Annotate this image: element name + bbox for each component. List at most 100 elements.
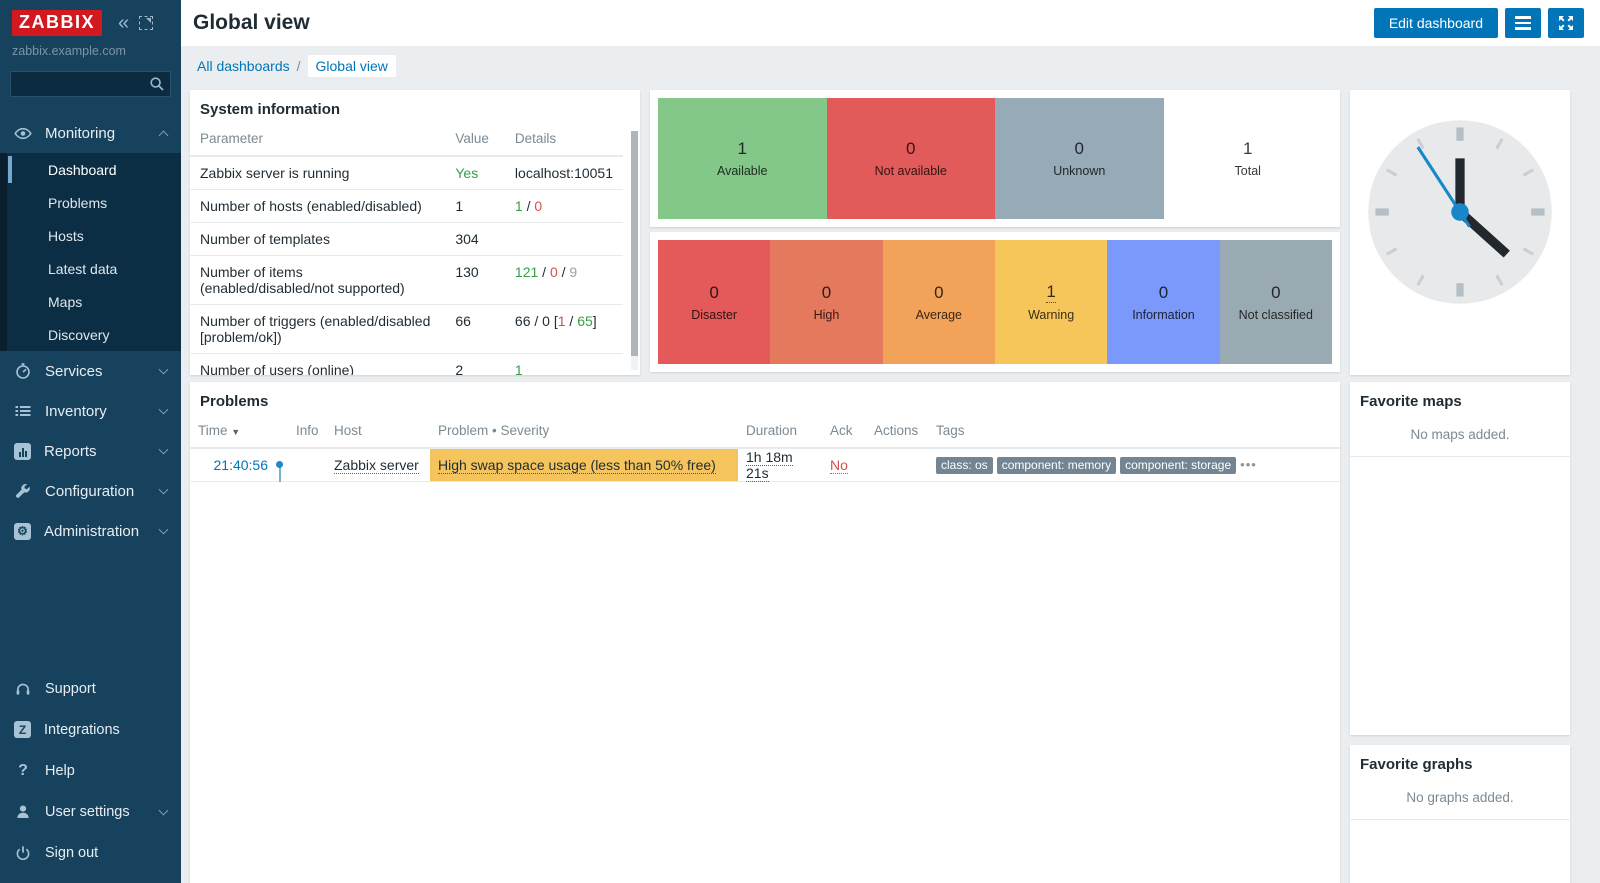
scrollbar-thumb[interactable]: [631, 131, 638, 356]
favorite-graphs-widget: Favorite graphs No graphs added.: [1350, 745, 1570, 883]
sidebar-item-configuration[interactable]: Configuration: [0, 471, 181, 511]
sidebar-item-user-settings[interactable]: User settings: [0, 791, 181, 832]
empty-message: No graphs added.: [1350, 779, 1570, 820]
sidebar-item-sign-out[interactable]: Sign out: [0, 832, 181, 873]
sort-desc-icon: ▼: [231, 427, 241, 437]
severity-block-average: 0 Average: [882, 240, 995, 364]
search-box: [10, 71, 171, 97]
problem-actions-cell: [866, 448, 928, 482]
favorite-maps-widget: Favorite maps No maps added.: [1350, 382, 1570, 735]
chevron-down-icon: [158, 364, 169, 375]
duration-link[interactable]: 1h 18m 21s: [746, 449, 793, 482]
host-link[interactable]: Zabbix server: [334, 457, 419, 474]
eye-icon: [14, 124, 32, 142]
chevron-down-icon: [158, 805, 169, 815]
severity-block-high: 0 High: [770, 240, 883, 364]
list-icon: [14, 402, 32, 420]
column-header: Info: [288, 416, 326, 449]
sidebar-item-discovery[interactable]: Discovery: [7, 318, 181, 351]
sidebar-item-services[interactable]: Services: [0, 351, 181, 391]
sidebar-item-dashboard[interactable]: Dashboard: [7, 153, 181, 186]
ack-link[interactable]: No: [830, 457, 848, 474]
availability-block-available: 1 Available: [658, 98, 827, 219]
user-icon: [14, 803, 32, 821]
sidebar-item-hosts[interactable]: Hosts: [7, 219, 181, 252]
zabbix-logo[interactable]: ZABBIX: [12, 10, 102, 36]
block-count: 1: [1243, 139, 1253, 158]
breadcrumb-all-dashboards[interactable]: All dashboards: [197, 58, 290, 74]
search-icon[interactable]: [149, 76, 165, 97]
sidebar-item-problems[interactable]: Problems: [7, 186, 181, 219]
column-header: Host: [326, 416, 430, 449]
fullscreen-button[interactable]: [1548, 8, 1584, 38]
severity-block-warning: 1 Warning: [994, 240, 1108, 364]
block-label: Total: [1234, 164, 1261, 178]
problems-table: Time ▼ Info Host Problem • Severity Dura…: [190, 416, 1340, 482]
search-input[interactable]: [10, 71, 171, 97]
server-name: zabbix.example.com: [12, 44, 126, 58]
problems-widget: Problems Time ▼ Info Host Problem • Seve…: [190, 382, 1340, 883]
table-row: Number of users (online) 2 1: [190, 353, 623, 375]
submenu-label: Problems: [48, 194, 108, 211]
sidebar-item-label: Inventory: [45, 402, 107, 420]
warning-count-link[interactable]: 1: [1046, 282, 1056, 303]
edit-dashboard-button[interactable]: Edit dashboard: [1373, 8, 1498, 38]
block-count: 0: [821, 282, 832, 302]
sidebar-item-latest-data[interactable]: Latest data: [7, 252, 181, 285]
si-details: 1: [504, 353, 623, 375]
column-header: Ack: [822, 416, 866, 449]
problem-time-link[interactable]: 21:40:56: [213, 457, 269, 473]
sidebar-item-label: Sign out: [45, 844, 99, 861]
analog-clock: [1368, 120, 1552, 304]
si-value: 1: [445, 189, 505, 223]
block-count: 0: [709, 282, 719, 302]
power-icon: [14, 844, 32, 862]
problem-tags-cell: class: os component: memory component: sto…: [928, 448, 1340, 482]
dashboard-content: All dashboards / Global view System info…: [181, 46, 1600, 883]
block-label: Average: [915, 307, 962, 322]
problem-link[interactable]: High swap space usage (less than 50% fre…: [438, 457, 716, 474]
more-tags-button[interactable]: •••: [1240, 457, 1257, 473]
block-label: Warning: [1028, 308, 1075, 322]
sidebar-item-integrations[interactable]: Z Integrations: [0, 709, 181, 750]
sidebar-item-inventory[interactable]: Inventory: [0, 391, 181, 431]
column-header: Details: [504, 124, 623, 157]
sidebar-item-support[interactable]: Support: [0, 668, 181, 709]
si-parameter: Number of items (enabled/disabled/not su…: [190, 255, 446, 305]
scrollbar-track: [631, 131, 638, 370]
sidebar-item-label: Services: [45, 362, 103, 380]
question-icon: ?: [18, 761, 28, 779]
block-label: Disaster: [691, 307, 738, 322]
tag-chip: class: os: [936, 456, 993, 474]
sidebar-item-administration[interactable]: ⚙ Administration: [0, 511, 181, 551]
table-row: Number of triggers (enabled/disabled [pr…: [190, 304, 623, 354]
timeline-line: [279, 466, 281, 482]
sidebar-collapse-icon[interactable]: «: [118, 12, 130, 34]
si-parameter: Number of templates: [190, 222, 446, 256]
si-value: 130: [445, 255, 505, 305]
sidebar-item-label: Support: [45, 680, 96, 697]
si-parameter: Zabbix server is running: [190, 156, 446, 190]
widget-title: Problems: [200, 393, 269, 410]
submenu-label: Hosts: [48, 227, 84, 244]
sidebar-item-label: Administration: [44, 522, 140, 540]
si-value: 66: [445, 304, 505, 354]
sidebar-item-reports[interactable]: Reports: [0, 431, 181, 471]
sidebar-item-label: Monitoring: [45, 124, 116, 142]
sidebar-item-monitoring[interactable]: Monitoring: [0, 113, 181, 153]
fullscreen-icon: [1559, 16, 1573, 30]
breadcrumb-current[interactable]: Global view: [307, 55, 396, 77]
breadcrumb-separator: /: [296, 58, 301, 74]
table-row: Number of templates 304: [190, 222, 623, 256]
column-header-time[interactable]: Time ▼: [190, 416, 276, 449]
dashboard-menu-button[interactable]: [1505, 8, 1541, 38]
sidebar-item-maps[interactable]: Maps: [7, 285, 181, 318]
si-value: 2: [445, 353, 505, 375]
sidebar-pin-icon[interactable]: [139, 16, 154, 30]
availability-block-unknown: 0 Unknown: [995, 98, 1164, 219]
sidebar-item-help[interactable]: ? Help: [0, 750, 181, 791]
gear-icon: ⚙: [14, 522, 31, 540]
submenu-label: Dashboard: [48, 161, 117, 178]
severity-block-disaster: 0 Disaster: [658, 240, 771, 364]
sidebar: ZABBIX « zabbix.example.com Monitoring D…: [0, 0, 181, 883]
